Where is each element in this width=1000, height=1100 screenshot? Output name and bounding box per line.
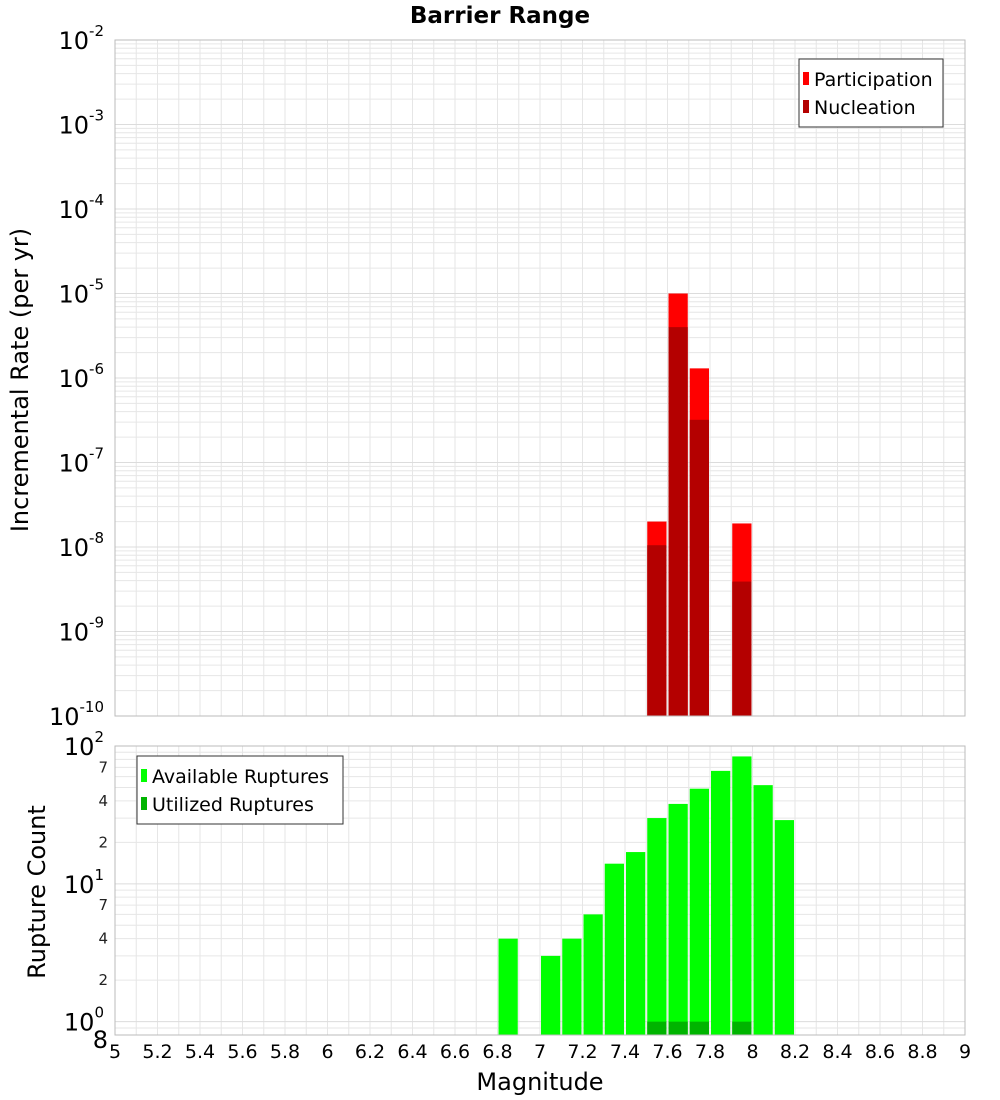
available-ruptures-bar [732,756,752,1035]
y-tick-label: 10-5 [58,276,104,309]
available-ruptures-bar [604,863,624,1035]
x-tick-label: 5 [109,1041,121,1063]
x-tick-label: 7.2 [567,1041,597,1063]
available-ruptures-bar [647,818,667,1035]
utilized-ruptures-bar [647,1021,667,1035]
nucleation-bar [668,327,688,716]
y-tick-label: 101 [64,866,104,899]
y-minor-tick-label: 8 [93,1026,108,1054]
y-minor-tick-label: 2 [98,971,108,989]
utilized-ruptures-bar [689,1021,709,1035]
y-tick-label: 10-9 [58,614,104,647]
nucleation-bar [647,545,667,716]
x-tick-label: 8.4 [822,1041,852,1063]
legend-swatch [803,72,809,85]
y-tick-label: 10-10 [49,698,104,731]
available-ruptures-bar [541,955,561,1035]
x-tick-label: 5.4 [185,1041,215,1063]
top-plot-frame [114,39,966,717]
y-tick-label: 10-8 [58,529,104,562]
x-tick-label: 8.8 [907,1041,937,1063]
top-y-ticks: 10-10 10-9 10-8 10-7 10-6 10-5 10-4 10-3 10-2 [49,22,104,731]
utilized-ruptures-bar [732,1021,752,1035]
legend-swatch [141,769,147,782]
y-tick-label: 100 [64,1004,104,1037]
available-ruptures-bar [753,785,773,1035]
nucleation-bar [689,419,709,716]
available-ruptures-bar [583,914,603,1035]
x-tick-label: 5.6 [227,1041,257,1063]
bottom-legend: Available Ruptures Utilized Ruptures [136,755,344,825]
nucleation-bar [732,581,752,716]
y-minor-tick-label: 2 [98,833,108,851]
y-tick-label: 10-7 [58,445,104,478]
top-legend: Participation Nucleation [798,58,944,128]
legend-entry: Available Ruptures [152,766,329,788]
x-tick-label: 6 [321,1041,333,1063]
legend-swatch [803,100,809,113]
x-tick-label: 6.8 [482,1041,512,1063]
bottom-bars [498,756,794,1035]
x-axis-label: Magnitude [476,1068,603,1096]
top-bars [647,293,752,716]
x-tick-label: 6.4 [397,1041,427,1063]
available-ruptures-bar [498,938,518,1035]
x-tick-label: 7.4 [610,1041,640,1063]
y-tick-label: 10-3 [58,107,104,140]
available-ruptures-bar [774,820,794,1035]
legend-entry: Participation [814,69,933,91]
legend-entry: Nucleation [814,97,916,119]
top-panel: 10-10 10-9 10-8 10-7 10-6 10-5 10-4 10-3 10-2 In… [6,22,966,731]
legend-entry: Utilized Ruptures [152,794,314,816]
x-tick-label: 7.8 [695,1041,725,1063]
available-ruptures-bar [711,770,731,1035]
x-tick-label: 5.2 [142,1041,172,1063]
x-tick-label: 9 [959,1041,971,1063]
y-minor-tick-label: 4 [98,930,108,948]
x-tick-label: 6.2 [355,1041,385,1063]
y-tick-label: 10-4 [58,191,104,224]
y-minor-tick-label: 7 [98,758,108,776]
x-tick-label: 7 [534,1041,546,1063]
bottom-plot-frame [114,745,966,1036]
bottom-y-ticks: 100 101 102 8 2 4 7 2 4 7 [64,728,108,1054]
x-tick-label: 5.8 [270,1041,300,1063]
available-ruptures-bar [562,938,582,1035]
x-tick-label: 7.6 [652,1041,682,1063]
bottom-panel: 100 101 102 8 2 4 7 2 4 7 Rupture Count Available… [23,728,966,1054]
bottom-y-axis-label: Rupture Count [23,805,51,979]
y-tick-label: 10-2 [58,22,104,55]
x-tick-label: 6.6 [440,1041,470,1063]
legend-swatch [141,797,147,810]
x-tick-label: 8.2 [780,1041,810,1063]
x-tick-label: 8.6 [865,1041,895,1063]
top-gridlines [114,39,966,717]
utilized-ruptures-bar [668,1021,688,1035]
y-minor-tick-label: 4 [98,792,108,810]
legend-box [798,58,944,128]
chart-title: Barrier Range [410,3,590,29]
x-ticks: 5 5.2 5.4 5.6 5.8 6 6.2 6.4 6.6 6.8 7 7.2 7.4 7.6 7.8 8… [109,1041,971,1063]
y-tick-label: 102 [64,728,104,761]
available-ruptures-bar [626,852,646,1035]
available-ruptures-bar [689,788,709,1035]
legend-box [136,755,344,825]
y-minor-tick-label: 7 [98,896,108,914]
top-y-axis-label: Incremental Rate (per yr) [6,228,34,532]
x-tick-label: 8 [746,1041,758,1063]
y-tick-label: 10-6 [58,360,104,393]
available-ruptures-bar [668,803,688,1035]
